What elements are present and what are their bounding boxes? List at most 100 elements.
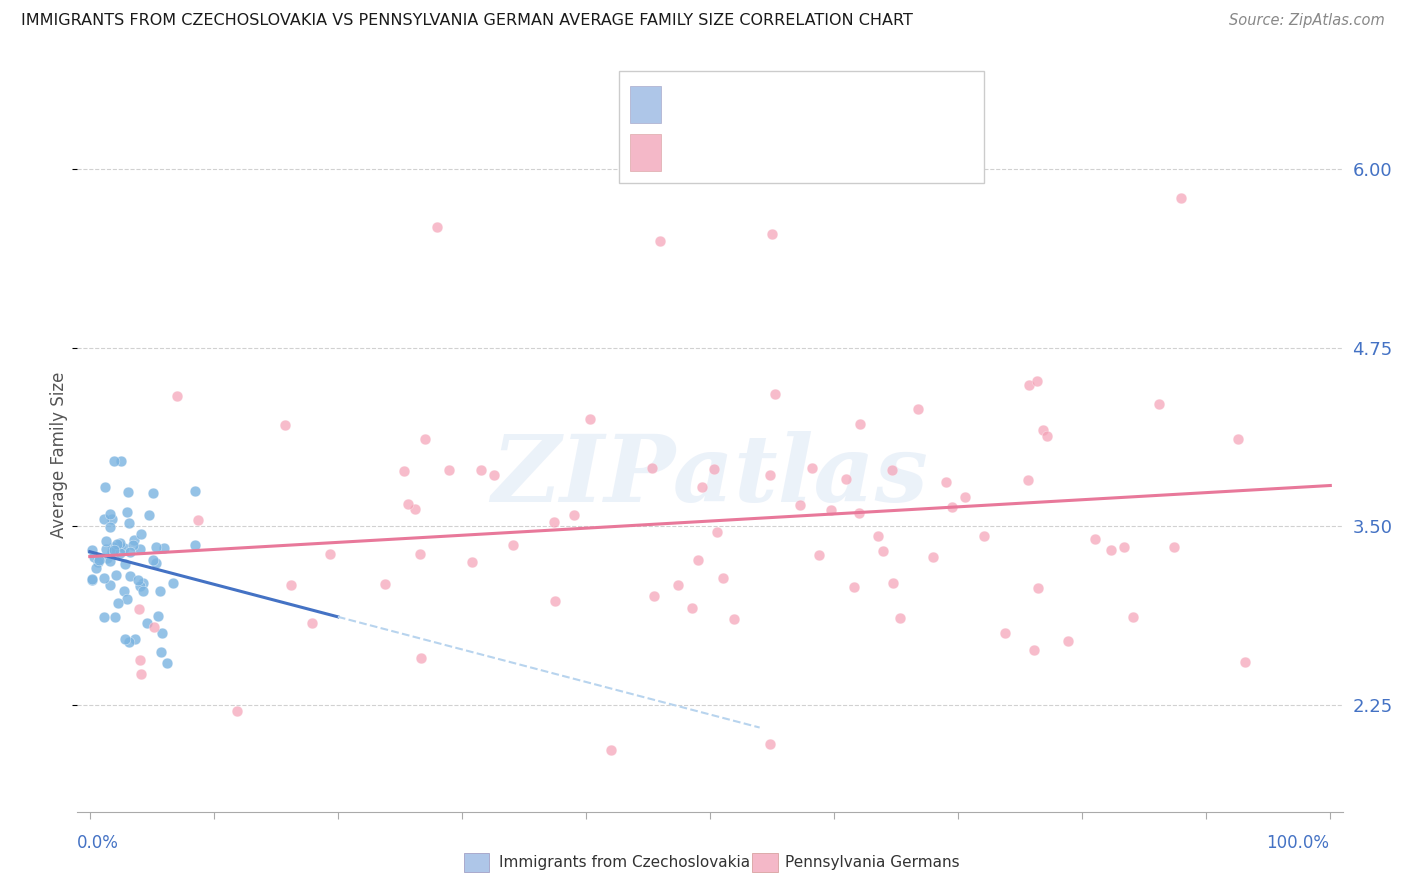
Point [118,635,141,649]
Point [761,227,783,241]
Point [142,553,165,567]
Point [643,589,665,603]
Point [1099,542,1122,557]
Point [872,544,894,558]
Point [1017,473,1039,487]
Point [599,742,621,756]
Point [437,463,460,477]
Point [711,570,734,584]
Point [84,561,107,575]
Point [941,500,963,514]
Point [404,501,426,516]
Point [183,538,205,552]
Point [953,490,976,504]
Point [150,645,173,659]
Point [150,625,173,640]
Point [301,616,323,631]
Point [108,546,131,560]
Point [184,483,207,498]
Point [101,512,124,526]
Point [835,471,858,485]
Point [1057,633,1080,648]
Point [115,591,138,606]
Point [543,515,565,529]
Point [640,461,662,475]
Point [808,548,831,562]
Point [409,651,432,665]
Point [93,610,115,624]
Point [426,219,449,234]
Point [409,547,432,561]
Point [142,485,165,500]
Point [681,600,703,615]
Y-axis label: Average Family Size: Average Family Size [51,372,69,538]
Point [87,555,110,569]
Point [138,508,160,523]
Point [226,704,249,718]
Point [129,653,152,667]
Point [101,545,124,559]
Point [973,529,995,543]
Point [108,536,131,550]
Point [132,584,155,599]
Point [87,552,110,566]
Point [844,580,866,594]
Point [143,620,166,634]
Point [96,551,118,566]
Point [93,512,115,526]
Point [114,632,136,646]
Text: N =: N = [801,93,848,112]
Point [650,234,672,248]
Point [98,554,121,568]
Point [723,612,745,626]
Point [280,578,302,592]
Point [110,540,132,554]
Point [666,578,689,592]
Point [94,534,117,549]
Point [1032,423,1054,437]
Point [129,541,152,556]
Point [502,538,524,552]
Point [789,499,811,513]
Point [882,576,904,591]
Point [87,552,110,566]
Point [848,417,870,432]
Point [162,575,184,590]
Point [460,555,482,569]
Point [98,577,121,591]
Point [104,610,127,624]
Point [820,502,842,516]
Point [153,541,176,556]
Point [93,571,115,585]
Point [107,596,129,610]
Point [759,737,782,751]
Point [907,402,929,417]
Point [149,583,172,598]
Point [156,656,179,670]
Point [1018,378,1040,392]
Point [128,602,150,616]
Point [132,575,155,590]
Text: N =: N = [801,141,848,160]
Point [128,579,150,593]
Point [1022,643,1045,657]
Point [562,508,585,522]
Point [129,526,152,541]
Point [117,485,139,500]
Point [145,540,167,554]
Point [110,453,132,467]
Point [319,547,342,561]
Point [122,539,145,553]
Point [101,541,124,555]
Text: ZIPatlas: ZIPatlas [492,432,928,521]
Point [994,625,1017,640]
Point [690,481,713,495]
Point [482,468,505,483]
Point [98,507,121,521]
Point [98,519,121,533]
Text: 0.0%: 0.0% [77,834,120,852]
Text: Source: ZipAtlas.com: Source: ZipAtlas.com [1229,13,1385,29]
Point [880,463,903,477]
Text: -0.312: -0.312 [714,93,785,112]
Point [848,507,870,521]
